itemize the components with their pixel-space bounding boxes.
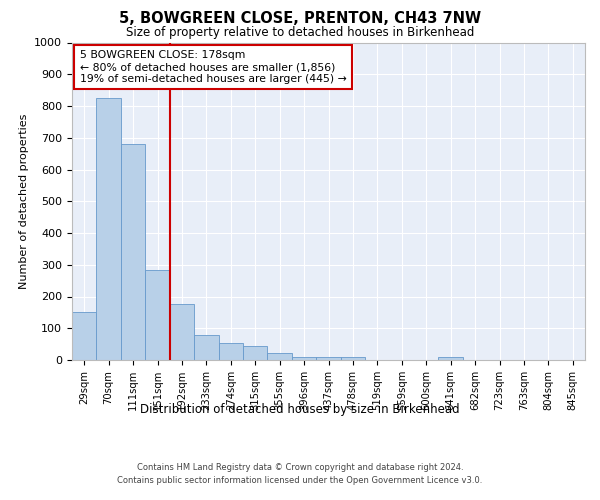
- Text: Contains public sector information licensed under the Open Government Licence v3: Contains public sector information licen…: [118, 476, 482, 485]
- Bar: [97, 98, 121, 360]
- Bar: [292, 357, 316, 360]
- Text: Contains HM Land Registry data © Crown copyright and database right 2024.: Contains HM Land Registry data © Crown c…: [137, 462, 463, 471]
- Text: Distribution of detached houses by size in Birkenhead: Distribution of detached houses by size …: [140, 402, 460, 415]
- Bar: [439, 357, 463, 360]
- Bar: [341, 357, 365, 360]
- Bar: [72, 312, 97, 360]
- Text: 5 BOWGREEN CLOSE: 178sqm
← 80% of detached houses are smaller (1,856)
19% of sem: 5 BOWGREEN CLOSE: 178sqm ← 80% of detach…: [80, 50, 346, 84]
- Bar: [194, 335, 218, 360]
- Bar: [243, 346, 268, 360]
- Y-axis label: Number of detached properties: Number of detached properties: [19, 114, 29, 289]
- Text: 5, BOWGREEN CLOSE, PRENTON, CH43 7NW: 5, BOWGREEN CLOSE, PRENTON, CH43 7NW: [119, 11, 481, 26]
- Bar: [218, 343, 243, 360]
- Bar: [316, 357, 341, 360]
- Bar: [145, 270, 170, 360]
- Bar: [121, 144, 145, 360]
- Bar: [268, 353, 292, 360]
- Text: Size of property relative to detached houses in Birkenhead: Size of property relative to detached ho…: [126, 26, 474, 39]
- Bar: [170, 304, 194, 360]
